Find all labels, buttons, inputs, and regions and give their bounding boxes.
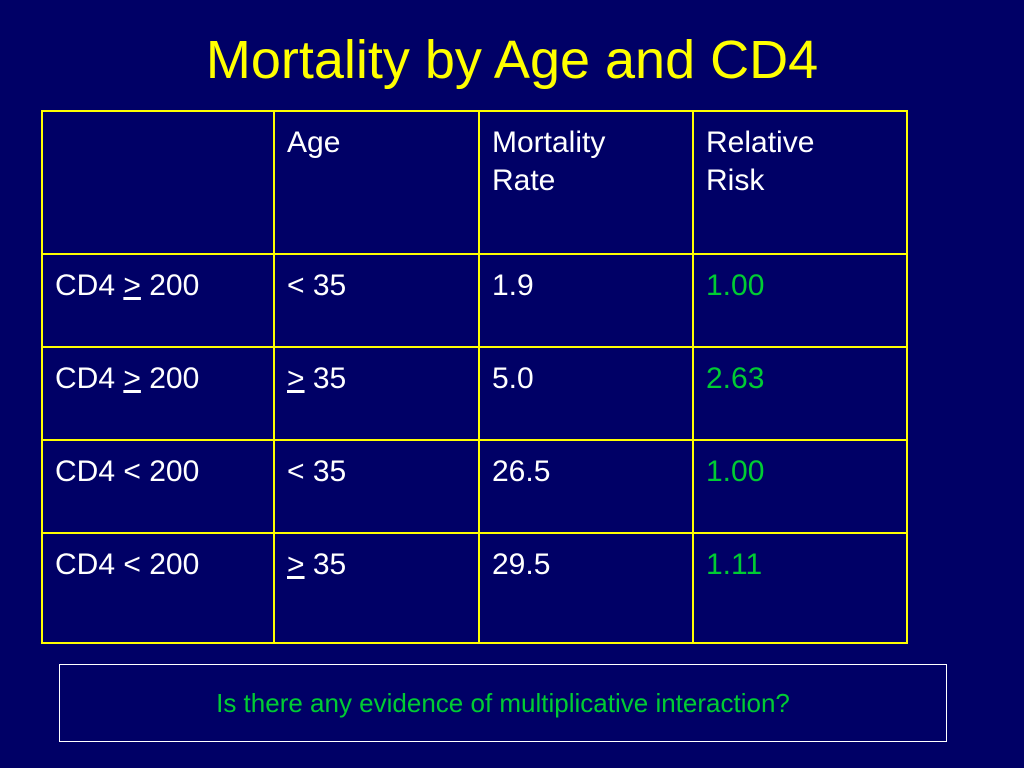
table-row: CD4 < 200 < 35 26.5 1.00 — [41, 439, 908, 534]
question-box: Is there any evidence of multiplicative … — [59, 664, 947, 742]
header-mortality-line1: Mortality — [492, 126, 606, 159]
cd4-operator: < — [123, 548, 141, 581]
cd4-cell: CD4 > 200 — [41, 346, 275, 441]
cd4-prefix: CD4 — [55, 455, 124, 488]
slide-title: Mortality by Age and CD4 — [205, 30, 819, 90]
age-value: 35 — [304, 455, 347, 488]
age-cell: > 35 — [273, 346, 480, 441]
header-cell-age: Age — [273, 110, 480, 255]
age-value: 35 — [304, 362, 347, 395]
header-age-label: Age — [287, 126, 341, 159]
cd4-operator: > — [123, 269, 141, 302]
table-row: CD4 < 200 > 35 29.5 1.11 — [41, 532, 908, 644]
relative-risk-cell: 1.11 — [692, 532, 908, 644]
cd4-value: 200 — [140, 548, 200, 581]
mortality-rate-cell: 26.5 — [478, 439, 694, 534]
age-cell: > 35 — [273, 532, 480, 644]
header-cell-empty — [41, 110, 275, 255]
cd4-prefix: CD4 — [55, 548, 124, 581]
header-cell-mortality-rate: Mortality Rate — [478, 110, 694, 255]
age-cell: < 35 — [273, 253, 480, 348]
age-operator: > — [287, 362, 305, 395]
relative-risk-cell: 1.00 — [692, 253, 908, 348]
table-row: CD4 > 200 < 35 1.9 1.00 — [41, 253, 908, 348]
cd4-operator: > — [123, 362, 141, 395]
mortality-table: Age Mortality Rate Relative Risk CD4 > 200… — [41, 110, 908, 644]
relative-risk-cell: 2.63 — [692, 346, 908, 441]
age-value: 35 — [304, 548, 347, 581]
relative-risk-cell: 1.00 — [692, 439, 908, 534]
mortality-rate-cell: 1.9 — [478, 253, 694, 348]
header-risk-line2: Risk — [706, 164, 765, 197]
table-header-row: Age Mortality Rate Relative Risk — [41, 110, 908, 255]
cd4-prefix: CD4 — [55, 362, 124, 395]
cd4-cell: CD4 < 200 — [41, 532, 275, 644]
header-risk-line1: Relative — [706, 126, 815, 159]
age-value: 35 — [304, 269, 347, 302]
age-operator: > — [287, 548, 305, 581]
cd4-prefix: CD4 — [55, 269, 124, 302]
table-row: CD4 > 200 > 35 5.0 2.63 — [41, 346, 908, 441]
header-cell-relative-risk: Relative Risk — [692, 110, 908, 255]
cd4-cell: CD4 > 200 — [41, 253, 275, 348]
cd4-operator: < — [123, 455, 141, 488]
cd4-value: 200 — [140, 269, 200, 302]
age-operator: < — [287, 269, 305, 302]
cd4-value: 200 — [140, 455, 200, 488]
cd4-cell: CD4 < 200 — [41, 439, 275, 534]
mortality-rate-cell: 5.0 — [478, 346, 694, 441]
age-cell: < 35 — [273, 439, 480, 534]
question-text: Is there any evidence of multiplicative … — [216, 687, 790, 718]
mortality-rate-cell: 29.5 — [478, 532, 694, 644]
cd4-value: 200 — [140, 362, 200, 395]
header-mortality-line2: Rate — [492, 164, 556, 197]
age-operator: < — [287, 455, 305, 488]
